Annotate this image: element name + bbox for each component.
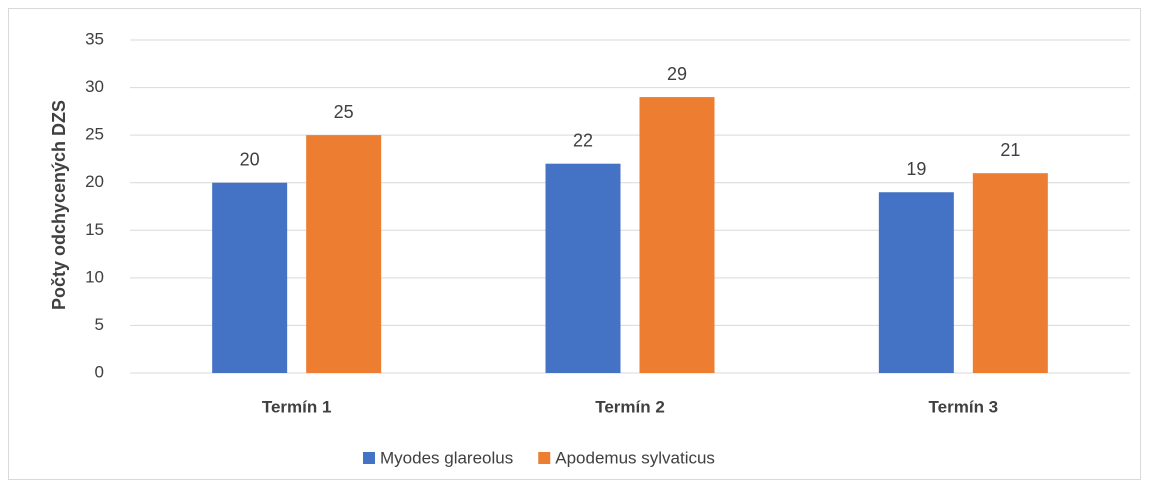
data-label: 19: [906, 159, 926, 179]
y-tick-label: 10: [85, 267, 104, 286]
y-tick-label: 30: [85, 77, 104, 96]
bar: [639, 97, 715, 373]
data-label: 25: [334, 102, 354, 122]
legend-swatch: [363, 452, 375, 464]
legend-label: Myodes glareolus: [380, 448, 513, 467]
legend-label: Apodemus sylvaticus: [555, 448, 715, 467]
x-tick-label: Termín 2: [595, 397, 665, 416]
y-tick-label: 5: [95, 315, 104, 334]
y-tick-label: 35: [85, 29, 104, 48]
bar: [212, 182, 288, 373]
bar: [545, 163, 621, 373]
y-tick-label: 0: [95, 362, 104, 381]
data-label: 20: [240, 149, 260, 169]
data-label: 22: [573, 130, 593, 150]
y-tick-label: 15: [85, 220, 104, 239]
bar: [972, 173, 1048, 373]
bar: [306, 135, 382, 373]
x-tick-label: Termín 1: [262, 397, 332, 416]
bar: [878, 192, 954, 373]
data-label: 29: [667, 64, 687, 84]
data-label: 21: [1000, 140, 1020, 160]
x-tick-label: Termín 3: [929, 397, 999, 416]
legend-swatch: [538, 452, 551, 464]
y-tick-label: 20: [85, 172, 104, 191]
y-axis-label: Počty odchycených DZS: [49, 100, 69, 310]
y-tick-label: 25: [85, 125, 104, 144]
